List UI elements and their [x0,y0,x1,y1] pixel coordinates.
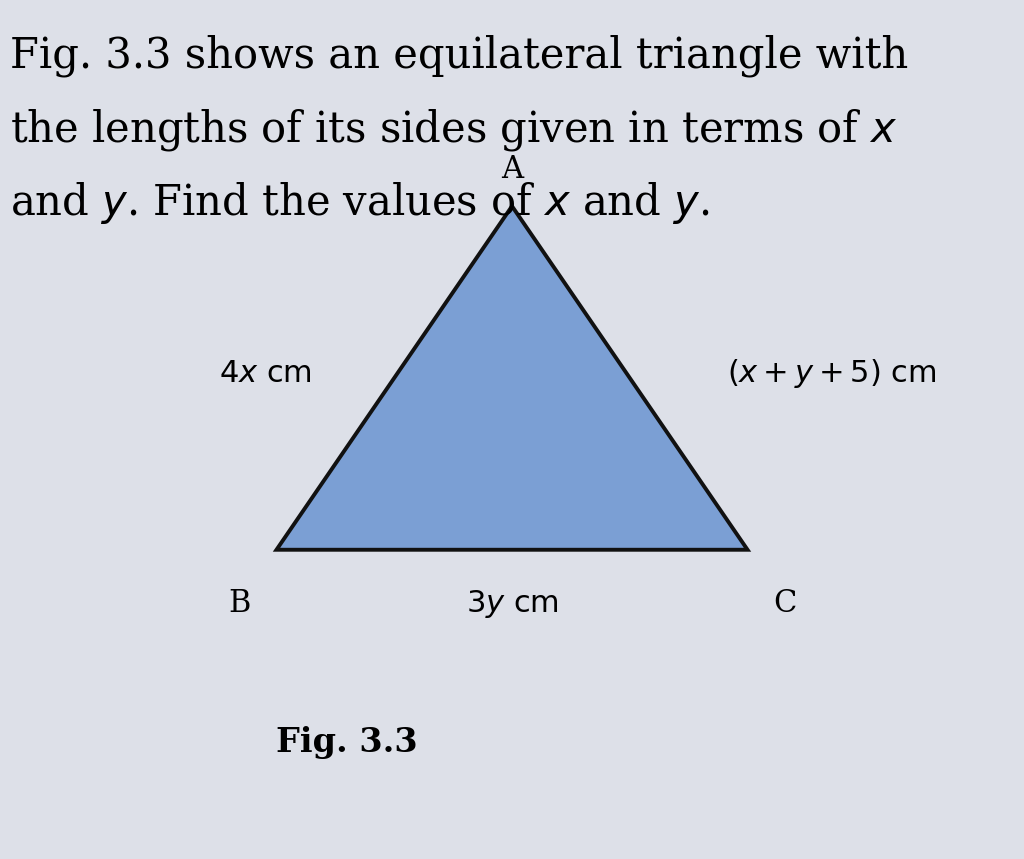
Text: Fig. 3.3: Fig. 3.3 [276,726,418,758]
Text: A: A [501,154,523,185]
Text: $(x + y + 5)$ cm: $(x + y + 5)$ cm [727,357,937,390]
Text: $3y$ cm: $3y$ cm [466,588,558,620]
Text: B: B [228,588,251,619]
Polygon shape [276,206,748,550]
Text: C: C [773,588,797,619]
Text: the lengths of its sides given in terms of $x$: the lengths of its sides given in terms … [10,107,898,154]
Text: and $y$. Find the values of $x$ and $y$.: and $y$. Find the values of $x$ and $y$. [10,180,710,227]
Text: Fig. 3.3 shows an equilateral triangle with: Fig. 3.3 shows an equilateral triangle w… [10,34,908,76]
Text: $4x$ cm: $4x$ cm [219,359,312,388]
